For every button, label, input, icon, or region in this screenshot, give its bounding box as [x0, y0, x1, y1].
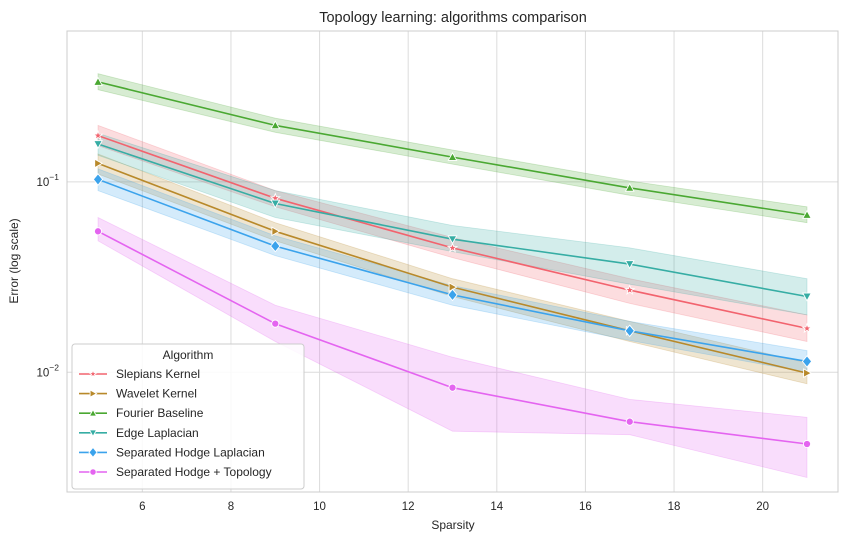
edge-laplacian-band — [97, 132, 808, 316]
legend-swatch-marker — [88, 408, 98, 417]
legend-box — [71, 343, 305, 490]
y-tick-label: 10−2 — [37, 362, 60, 379]
y-axis-label: Error (log scale) — [7, 218, 21, 303]
x-tick-label: 16 — [579, 501, 592, 513]
edge-laplacian-point — [802, 292, 812, 302]
legend-label: Separated Hodge + Topology — [116, 465, 272, 479]
x-tick-label: 6 — [139, 501, 145, 513]
wavelet-kernel-point — [94, 158, 104, 169]
fourier-baseline-point — [624, 182, 635, 192]
fourier-baseline-point — [93, 76, 103, 86]
separated-hodge-laplacian-point — [92, 173, 104, 186]
slepians-kernel-point — [801, 322, 813, 334]
slepians-kernel-point — [624, 284, 636, 295]
wavelet-kernel-point — [271, 226, 281, 237]
edge-laplacian-point — [624, 260, 635, 270]
y-tick-label: 10−1 — [37, 172, 60, 189]
legend-items: Slepians Kernel Wavelet Kernel Fourier Bas… — [79, 367, 272, 479]
legend-item-separated-hodge-laplacian: Separated Hodge Laplacian — [79, 445, 265, 459]
separated-hodge-topology-point — [802, 439, 812, 449]
plot-frame — [66, 30, 839, 493]
separated-hodge-topology-point — [448, 383, 457, 392]
separated-hodge-laplacian-point — [801, 355, 813, 368]
x-tick-label: 18 — [668, 501, 681, 513]
legend-item-wavelet-kernel: Wavelet Kernel — [79, 387, 197, 401]
separated-hodge-laplacian-point — [624, 324, 635, 338]
x-tick-label: 8 — [228, 501, 234, 513]
legend-label: Wavelet Kernel — [116, 387, 197, 401]
x-tick-label: 14 — [490, 501, 503, 513]
x-tick-label: 10 — [313, 501, 326, 513]
grid — [67, 31, 838, 492]
edge-laplacian-point — [447, 235, 458, 245]
series-markers — [92, 76, 813, 449]
x-tick-labels: 6 8 10 12 14 16 18 20 — [139, 501, 769, 513]
separated-hodge-topology-band — [97, 216, 808, 479]
legend-item-slepians-kernel: Slepians Kernel — [79, 367, 200, 381]
legend-label: Fourier Baseline — [116, 406, 204, 420]
chart-title: Topology learning: algorithms comparison — [319, 10, 587, 26]
legend-label: Edge Laplacian — [116, 426, 199, 440]
separated-hodge-topology-point — [271, 319, 280, 328]
separated-hodge-laplacian-point — [447, 288, 458, 302]
legend-item-fourier-baseline: Fourier Baseline — [79, 406, 204, 420]
legend: Algorithm Slepians Kernel Wavelet Kernel F… — [71, 343, 305, 490]
x-axis-label: Sparsity — [431, 518, 474, 532]
slepians-kernel-point — [92, 129, 104, 141]
legend-item-edge-laplacian: Edge Laplacian — [79, 426, 199, 440]
legend-swatch-marker — [88, 446, 98, 459]
legend-label: Slepians Kernel — [116, 367, 200, 381]
fourier-baseline-point — [447, 151, 458, 161]
legend-label: Separated Hodge Laplacian — [116, 445, 265, 459]
y-tick-labels: 10−2 10−1 — [37, 172, 60, 379]
separated-hodge-laplacian-point — [270, 239, 281, 253]
legend-swatch-marker — [89, 468, 97, 476]
edge-laplacian-point — [270, 199, 281, 209]
slepians-kernel-point — [446, 241, 459, 253]
plot-area — [66, 30, 839, 493]
legend-swatch-marker — [88, 429, 98, 438]
separated-hodge-topology-point — [93, 227, 103, 236]
x-tick-label: 12 — [402, 501, 415, 513]
legend-item-separated-hodge-topology: Separated Hodge + Topology — [79, 465, 272, 479]
legend-swatch-marker — [87, 368, 99, 379]
legend-title: Algorithm — [163, 348, 214, 362]
fourier-baseline-point — [270, 120, 281, 130]
x-tick-label: 20 — [756, 501, 769, 513]
legend-swatch-marker — [89, 389, 98, 398]
wavelet-kernel-point — [803, 368, 813, 379]
fourier-baseline-point — [802, 209, 812, 219]
edge-laplacian-point — [93, 140, 103, 150]
separated-hodge-topology-point — [625, 417, 634, 426]
